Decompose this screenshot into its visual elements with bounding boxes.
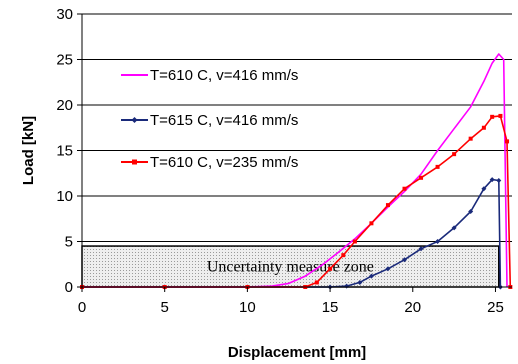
data-point [369, 221, 374, 226]
y-tick-label: 25 [56, 52, 73, 69]
uncertainty-zone-label: Uncertainty measure zone [207, 259, 374, 276]
data-point [468, 136, 473, 141]
data-point [435, 239, 441, 244]
data-point [435, 164, 440, 169]
x-tick-label: 25 [487, 299, 504, 316]
legend: T=610 C, v=416 mm/s T=615 C, v=416 mm/s T=… [121, 67, 298, 171]
data-point [385, 203, 390, 208]
gridlines [82, 13, 512, 242]
x-tick-label: 10 [239, 299, 256, 316]
y-tick-label: 5 [65, 234, 73, 251]
uncertainty-zone: Uncertainty measure zone [81, 245, 500, 288]
legend-label: T=610 C, v=235 mm/s [150, 154, 298, 171]
y-tick-label: 0 [65, 279, 73, 296]
data-point [418, 246, 424, 252]
legend-label: T=610 C, v=416 mm/s [150, 67, 298, 84]
data-point [489, 177, 495, 183]
data-point [402, 257, 407, 263]
data-point [452, 152, 457, 157]
data-point [481, 125, 486, 130]
y-tick-label: 15 [56, 143, 73, 160]
axes [77, 13, 512, 292]
data-point [505, 139, 510, 144]
legend-item-3: T=610 C, v=235 mm/s [121, 154, 298, 171]
series-3 [80, 113, 513, 289]
legend-marker [132, 159, 137, 165]
legend-marker [131, 117, 138, 123]
data-point [451, 225, 457, 231]
y-tick-label: 30 [56, 6, 73, 23]
data-point [490, 114, 495, 119]
x-tick-label: 0 [78, 299, 86, 316]
x-axis-title: Displacement [mm] [228, 344, 366, 361]
x-tick-label: 15 [322, 299, 339, 316]
data-point [314, 280, 319, 285]
x-tick-label: 20 [404, 299, 421, 316]
x-tick-label: 5 [161, 299, 169, 316]
y-tick-label: 10 [56, 188, 73, 205]
tick-labels: 0 5 10 15 20 25 30 0 5 10 15 20 25 [56, 6, 503, 316]
axis-titles: Displacement [mm] Load [kN] [20, 116, 366, 361]
legend-item-2: T=615 C, v=416 mm/s [121, 112, 298, 129]
data-point [496, 178, 502, 184]
legend-label: T=615 C, v=416 mm/s [150, 112, 298, 129]
data-point [402, 186, 407, 191]
data-point [357, 279, 363, 285]
data-point [419, 175, 424, 180]
data-point [481, 186, 487, 192]
data-point [368, 273, 374, 279]
legend-item-1: T=610 C, v=416 mm/s [121, 67, 298, 84]
data-point [352, 239, 357, 244]
y-axis-title: Load [kN] [20, 116, 37, 185]
data-point [328, 266, 333, 271]
data-point [498, 113, 503, 118]
data-point [468, 208, 474, 214]
y-tick-label: 20 [56, 97, 73, 114]
data-point [385, 266, 391, 272]
data-point [341, 253, 346, 258]
